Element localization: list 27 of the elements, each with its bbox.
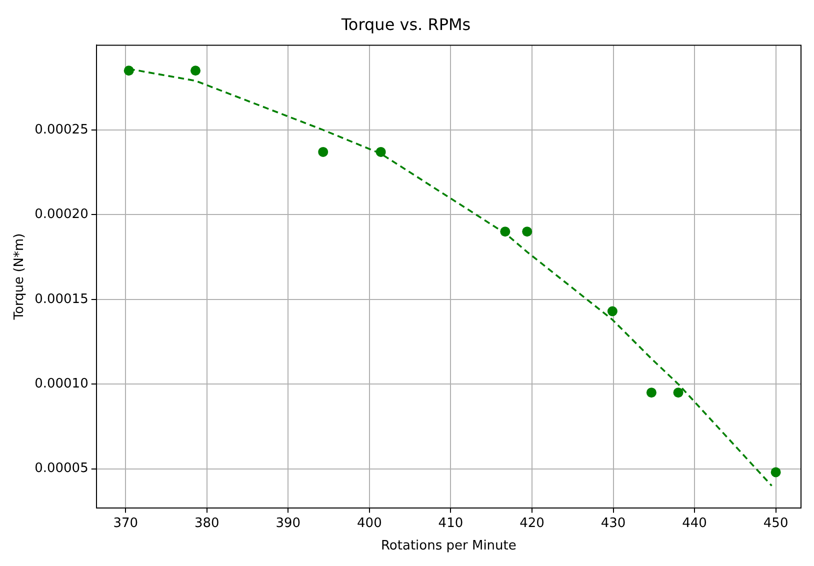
point: [673, 388, 684, 398]
x-tick-label: 400: [357, 516, 382, 531]
x-tick-label: 390: [276, 516, 301, 531]
point: [124, 66, 134, 76]
x-tick-label: 440: [682, 516, 707, 531]
x-tick-label: 370: [113, 516, 138, 531]
x-tick-label: 410: [438, 516, 464, 531]
y-tick-label: 0.00025: [34, 122, 88, 138]
point: [318, 146, 328, 157]
x-axis-title: Rotations per Minute: [380, 538, 516, 554]
chart-title: Torque vs. RPMs: [340, 14, 471, 34]
x-tick-label: 430: [600, 516, 626, 531]
y-tick-label: 0.00010: [34, 376, 88, 392]
x-tick-label: 450: [763, 516, 788, 531]
y-tick-label: 0.00005: [34, 461, 88, 476]
point: [376, 146, 386, 157]
point: [607, 306, 618, 316]
point: [646, 388, 656, 398]
point: [770, 467, 781, 478]
point: [190, 66, 201, 76]
point: [500, 226, 510, 237]
y-axis-title: Torque (N*m): [12, 233, 28, 321]
y-tick-label: 0.00015: [34, 292, 88, 307]
y-tick-label: 0.00020: [34, 207, 88, 222]
point: [522, 226, 532, 237]
x-tick-label: 380: [194, 516, 220, 531]
x-tick-label: 420: [520, 516, 544, 531]
